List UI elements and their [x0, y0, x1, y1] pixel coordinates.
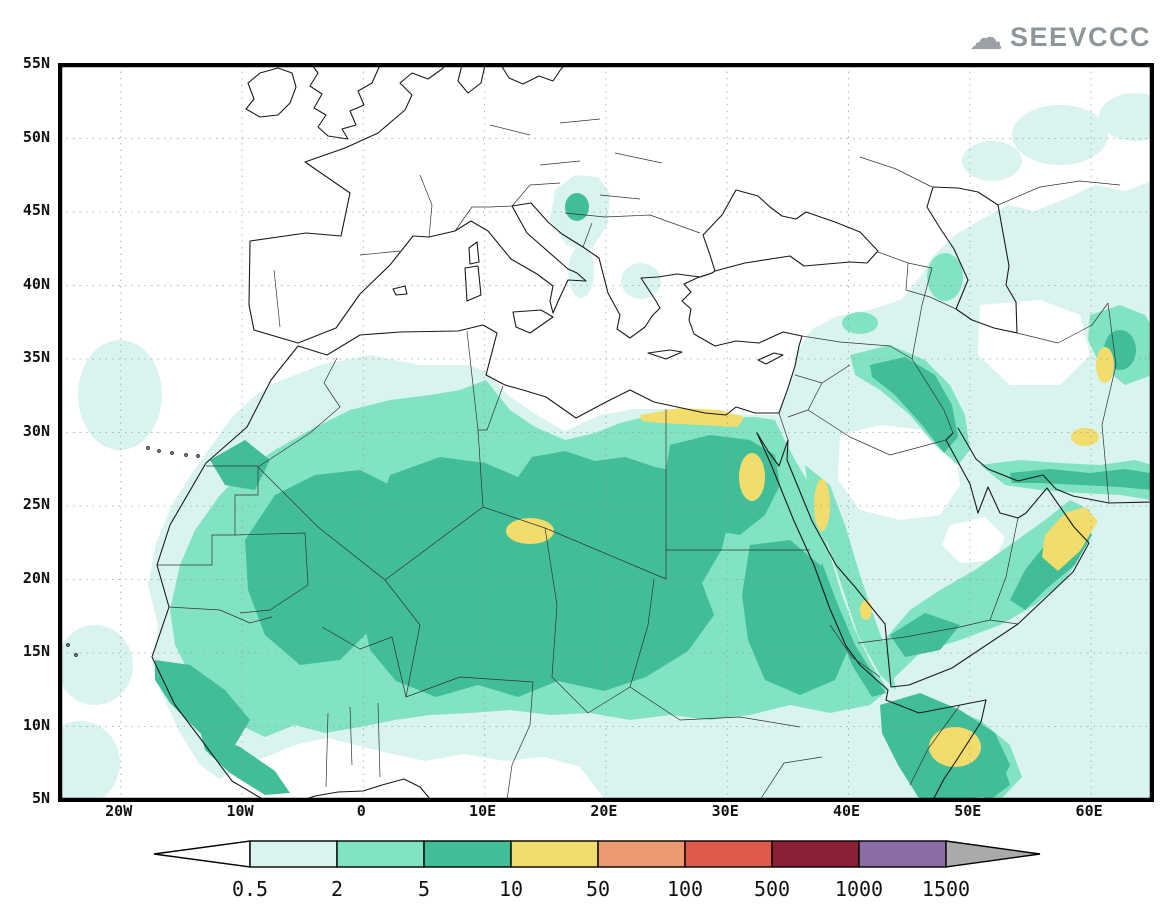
lat-axis: 55N 50N 45N 40N 35N 30N 25N 20N 15N 10N 5N [0, 0, 54, 907]
colorbar-right-arrow [945, 840, 1041, 868]
colorbar-segment [423, 840, 512, 868]
lon-tick-label: 50E [954, 802, 982, 820]
lon-tick-label: 40E [832, 802, 861, 820]
colorbar-segment [684, 840, 773, 868]
lat-tick-label: 20N [22, 568, 50, 587]
lat-tick-label: 15N [22, 642, 50, 660]
colorbar-boundary-label: 0.5 [232, 877, 268, 901]
lat-tick-label: 45N [22, 201, 50, 219]
lat-tick-label: 5N [31, 789, 50, 807]
logo-text: SEEVCCC [1009, 22, 1151, 52]
graticule [60, 65, 1152, 800]
lat-tick-label: 25N [22, 495, 50, 513]
lon-tick-label: 10W [226, 802, 254, 820]
colorbar-canvas: 0.5 2 5 10 50 100 500 1000 1500 [153, 840, 1041, 901]
colorbar-segment [858, 840, 947, 868]
lon-tick-label: 20E [590, 802, 618, 820]
map-frame-border [60, 65, 1152, 800]
lat-tick-label: 10N [22, 715, 50, 734]
colorbar-left-arrow [153, 840, 251, 868]
lon-tick-label: 60E [1075, 802, 1103, 820]
colorbar-boundary-label: 2 [331, 877, 343, 901]
lat-tick-label: 40N [22, 274, 50, 293]
lat-tick-label: 50N [22, 127, 50, 146]
lat-tick-label: 30N [22, 421, 50, 440]
colorbar-boundary-label: 10 [499, 877, 523, 901]
colorbar-legend: 0.5 2 5 10 50 100 500 1000 1500 [150, 838, 1050, 902]
country-borders [157, 118, 1121, 800]
seevccc-logo: ☁ SEEVCCC [968, 18, 1151, 57]
map-figure [58, 63, 1154, 802]
colorbar-boundary-label: 500 [754, 877, 790, 901]
lon-tick-label: 30E [711, 802, 739, 820]
colorbar-segment [597, 840, 686, 868]
colorbar-boundary-label: 1500 [922, 877, 970, 901]
colorbar-boundary-label: 1000 [835, 877, 883, 901]
colorbar-boundary-label: 50 [586, 877, 610, 901]
lat-tick-label: 35N [22, 348, 50, 366]
lon-tick-label: 20W [105, 802, 133, 820]
colorbar-segment [249, 840, 338, 868]
cloud-icon: ☁ [968, 18, 1003, 57]
lon-axis: 20W 10W 0 10E 20E 30E 40E 50E 60E [0, 802, 1165, 824]
colorbar-boundary-label: 100 [667, 877, 703, 901]
colorbar-boundary-label: 5 [418, 877, 430, 901]
lat-tick-label: 55N [22, 54, 50, 72]
contour-fill-level-5 [155, 193, 1152, 800]
colorbar-segment [336, 840, 425, 868]
map-canvas [60, 65, 1152, 800]
lon-tick-label: 10E [469, 802, 497, 820]
coastlines [66, 65, 1152, 800]
colorbar-segment [771, 840, 860, 868]
lon-tick-label: 0 [356, 802, 366, 820]
colorbar-segment [510, 840, 599, 868]
